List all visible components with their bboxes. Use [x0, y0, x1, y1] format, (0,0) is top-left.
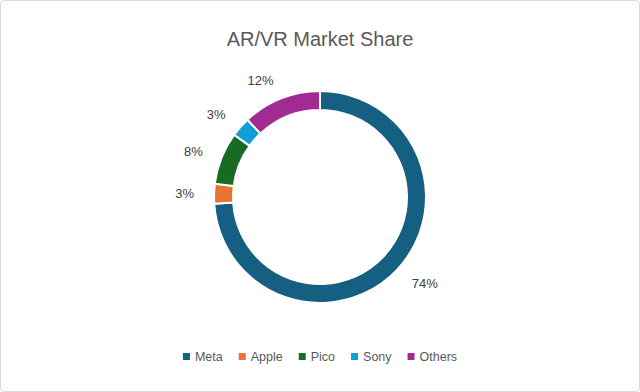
data-label: 12% [248, 73, 274, 88]
data-label: 74% [412, 276, 438, 291]
legend-marker [408, 353, 415, 360]
slices [214, 91, 426, 303]
legend-label: Meta [195, 350, 223, 364]
legend: Meta Apple Pico Sony Others [183, 350, 457, 364]
data-label: 3% [207, 107, 226, 122]
legend-label: Pico [311, 350, 335, 364]
data-labels: 74% 3% 8% 3% 12% [175, 73, 438, 291]
legend-marker [183, 353, 190, 360]
data-label: 8% [184, 144, 203, 159]
chart-title: AR/VR Market Share [227, 28, 414, 50]
data-label: 3% [175, 186, 194, 201]
slice [214, 91, 426, 303]
slice [247, 91, 320, 134]
legend-label: Apple [251, 350, 283, 364]
legend-marker [351, 353, 358, 360]
legend-label: Others [420, 350, 458, 364]
legend-marker [239, 353, 246, 360]
legend-label: Sony [363, 350, 392, 364]
legend-marker [299, 353, 306, 360]
chart: AR/VR Market Share 74% 3% 8% 3% 12% Meta Apple P… [0, 0, 640, 392]
chart-frame [1, 1, 640, 392]
